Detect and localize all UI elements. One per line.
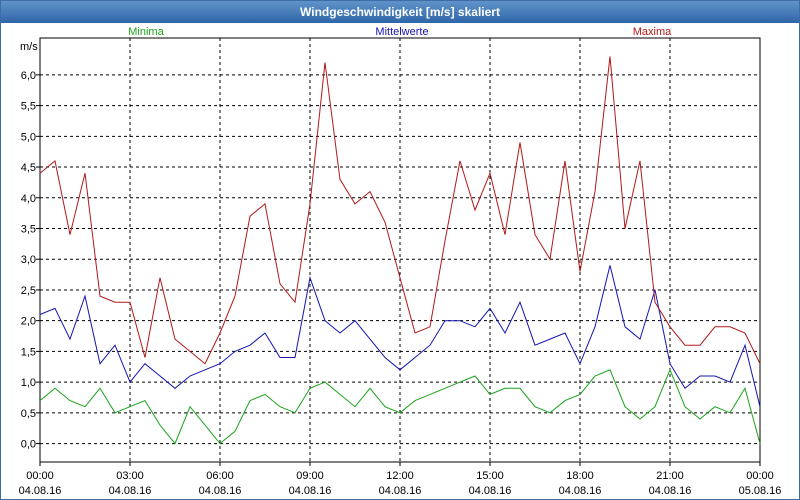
y-tick-label: 5,0 bbox=[21, 131, 36, 143]
series-line-maxima bbox=[39, 56, 761, 365]
x-tick-date: 05.08.16 bbox=[739, 485, 782, 497]
x-tick-date: 04.08.16 bbox=[109, 485, 152, 497]
y-tick-label: 1,0 bbox=[21, 377, 36, 389]
y-tick-label: 6,0 bbox=[21, 70, 36, 82]
x-tick-time: 18:00 bbox=[566, 470, 594, 482]
y-tick-label: 2,5 bbox=[21, 285, 36, 297]
y-tick-label: 4,5 bbox=[21, 162, 36, 174]
x-tick-time: 06:00 bbox=[206, 470, 234, 482]
x-tick-time: 21:00 bbox=[656, 470, 684, 482]
y-tick-label: 2,0 bbox=[21, 316, 36, 328]
y-tick-label: 1,5 bbox=[21, 346, 36, 358]
x-axis-ticks: 00:00 04.08.16 03:00 04.08.16 06:00 04.08.16 0… bbox=[19, 462, 782, 497]
y-tick-label: 3,5 bbox=[21, 223, 36, 235]
x-tick-time: 15:00 bbox=[476, 470, 504, 482]
x-tick-time: 00:00 bbox=[26, 470, 54, 482]
y-tick-label: 4,0 bbox=[21, 193, 36, 205]
x-tick-date: 04.08.16 bbox=[469, 485, 512, 497]
y-tick-label: 3,0 bbox=[21, 254, 36, 266]
x-tick-time: 03:00 bbox=[116, 470, 144, 482]
x-tick-time: 00:00 bbox=[746, 470, 774, 482]
legend-mittelwerte: Mittelwerte bbox=[375, 26, 428, 38]
legend-maxima: Maxima bbox=[633, 26, 672, 38]
series-lines bbox=[39, 56, 761, 445]
x-tick-date: 04.08.16 bbox=[649, 485, 692, 497]
x-tick-date: 04.08.16 bbox=[289, 485, 332, 497]
x-tick-date: 04.08.16 bbox=[199, 485, 242, 497]
x-tick-date: 04.08.16 bbox=[19, 485, 62, 497]
chart-title: Windgeschwindigkeit [m/s] skaliert bbox=[1, 1, 799, 23]
x-tick-date: 04.08.16 bbox=[559, 485, 602, 497]
y-tick-label: 5,5 bbox=[21, 101, 36, 113]
x-tick-time: 12:00 bbox=[386, 470, 414, 482]
legend: Minima Mittelwerte Maxima bbox=[128, 26, 672, 38]
x-tick-time: 09:00 bbox=[296, 470, 324, 482]
series-line-mittelwerte bbox=[39, 265, 761, 407]
y-tick-label: 0,0 bbox=[21, 439, 36, 451]
grid-lines bbox=[40, 38, 760, 462]
x-tick-date: 04.08.16 bbox=[379, 485, 422, 497]
series-line-minima bbox=[39, 368, 761, 445]
legend-minima: Minima bbox=[128, 26, 164, 38]
y-axis-label: m/s bbox=[20, 41, 38, 53]
y-axis-ticks: 0,0 0,5 1,0 1,5 2,0 2,5 3,0 3,5 4,0 4,5 5,0 5,5 6,0 bbox=[21, 70, 40, 451]
y-tick-label: 0,5 bbox=[21, 408, 36, 420]
